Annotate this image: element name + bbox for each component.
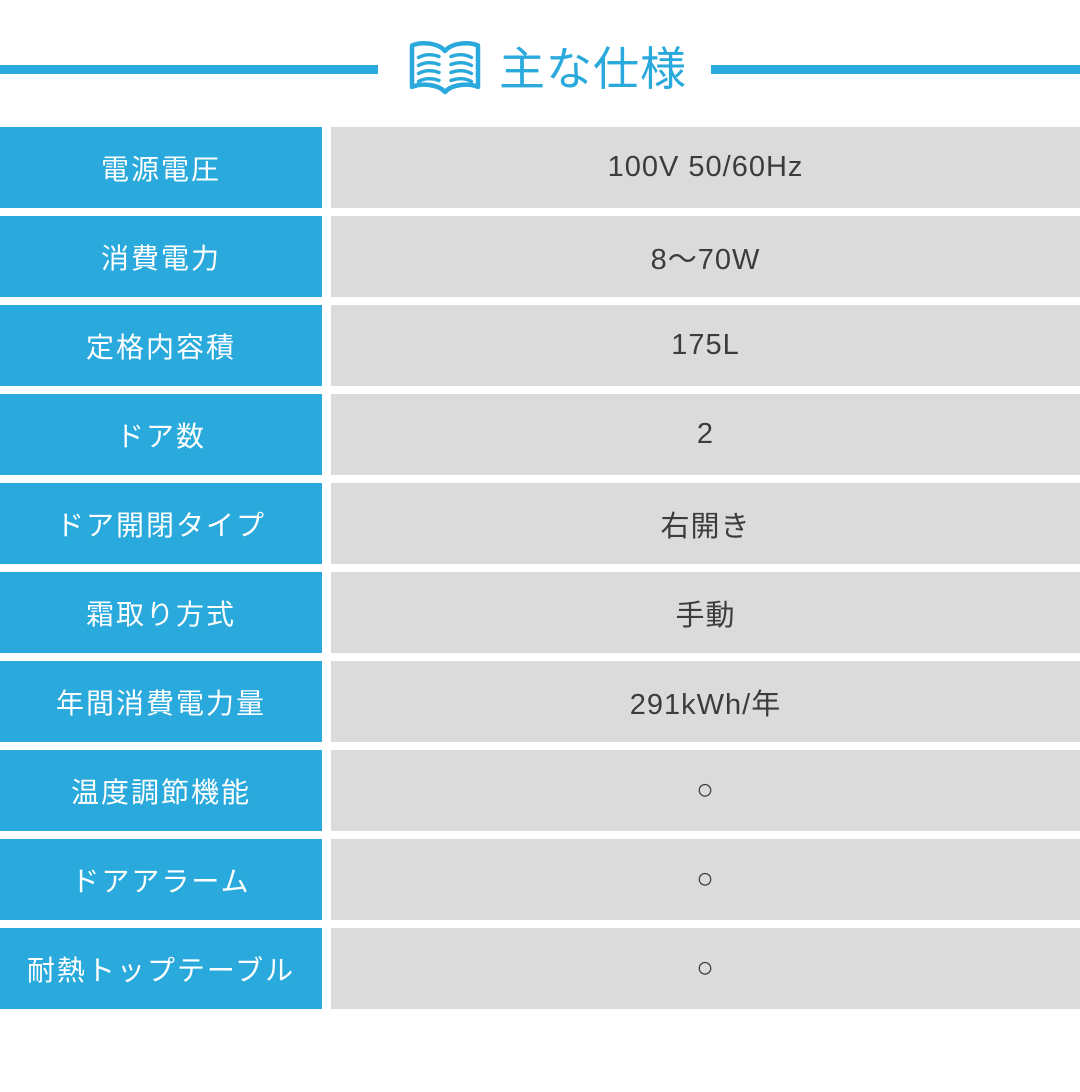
table-row: 電源電圧 100V 50/60Hz xyxy=(0,127,1080,208)
spec-label: 電源電圧 xyxy=(0,127,322,208)
table-row: 温度調節機能 ○ xyxy=(0,750,1080,831)
table-row: ドア数 2 xyxy=(0,394,1080,475)
spec-label: ドア数 xyxy=(0,394,322,475)
page-title: 主な仕様 xyxy=(499,43,687,95)
table-row: 耐熱トップテーブル ○ xyxy=(0,928,1080,1009)
spec-value: 手動 xyxy=(331,572,1080,653)
spec-label: 年間消費電力量 xyxy=(0,661,322,742)
spec-label: 耐熱トップテーブル xyxy=(0,928,322,1009)
spec-value: ○ xyxy=(331,928,1080,1009)
spec-label: 定格内容積 xyxy=(0,305,322,386)
table-row: 年間消費電力量 291kWh/年 xyxy=(0,661,1080,742)
table-row: 消費電力 8〜70W xyxy=(0,216,1080,297)
spec-value: 8〜70W xyxy=(331,216,1080,297)
spec-label: 温度調節機能 xyxy=(0,750,322,831)
spec-label: ドアアラーム xyxy=(0,839,322,920)
spec-label: ドア開閉タイプ xyxy=(0,483,322,564)
title-rule-left xyxy=(0,64,378,74)
table-row: 定格内容積 175L xyxy=(0,305,1080,386)
table-row: ドア開閉タイプ 右開き xyxy=(0,483,1080,564)
table-row: ドアアラーム ○ xyxy=(0,839,1080,920)
spec-label: 消費電力 xyxy=(0,216,322,297)
spec-value: 2 xyxy=(331,394,1080,475)
spec-value: ○ xyxy=(331,839,1080,920)
section-header: 主な仕様 xyxy=(0,38,1080,100)
title-rule-right xyxy=(711,64,1080,74)
spec-value: ○ xyxy=(331,750,1080,831)
spec-label: 霜取り方式 xyxy=(0,572,322,653)
spec-value: 右開き xyxy=(331,483,1080,564)
open-book-icon xyxy=(409,40,481,95)
table-row: 霜取り方式 手動 xyxy=(0,572,1080,653)
spec-value: 291kWh/年 xyxy=(331,661,1080,742)
spec-table: 電源電圧 100V 50/60Hz 消費電力 8〜70W 定格内容積 175L … xyxy=(0,127,1080,1009)
spec-value: 175L xyxy=(331,305,1080,386)
spec-value: 100V 50/60Hz xyxy=(331,127,1080,208)
